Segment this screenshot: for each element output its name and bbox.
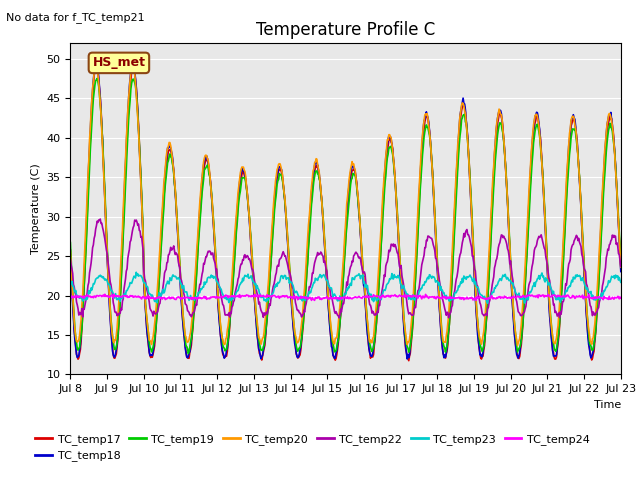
TC_temp22 (219, 302, 227, 308)
TC_temp18 (617, 269, 625, 275)
TC_temp17 (190, 313, 198, 319)
Line: TC_temp18: TC_temp18 (70, 62, 621, 359)
Line: TC_temp22: TC_temp22 (70, 219, 621, 318)
TC_temp19 (617, 258, 625, 264)
TC_temp24 (190, 295, 198, 301)
TC_temp20 (129, 62, 137, 68)
Title: Temperature Profile C: Temperature Profile C (256, 21, 435, 39)
TC_temp19 (430, 196, 438, 202)
TC_temp18 (414, 217, 422, 223)
Text: No data for f_TC_temp21: No data for f_TC_temp21 (6, 12, 145, 23)
TC_temp19 (77, 337, 84, 343)
TC_temp19 (134, 113, 141, 119)
TC_temp19 (414, 231, 422, 237)
TC_temp22 (134, 222, 141, 228)
TC_temp24 (101, 291, 109, 297)
TC_temp22 (97, 216, 104, 222)
TC_temp17 (414, 225, 422, 231)
TC_temp17 (617, 266, 625, 272)
TC_temp23 (219, 291, 227, 297)
TC_temp18 (67, 252, 74, 258)
TC_temp22 (190, 309, 198, 315)
TC_temp17 (430, 198, 438, 204)
TC_temp24 (617, 295, 625, 301)
TC_temp22 (77, 312, 84, 317)
TC_temp20 (429, 183, 437, 189)
TC_temp24 (77, 294, 84, 300)
TC_temp18 (219, 349, 227, 355)
TC_temp18 (430, 201, 438, 206)
TC_temp17 (129, 62, 137, 68)
TC_temp23 (429, 275, 437, 280)
TC_temp20 (77, 324, 84, 330)
TC_temp18 (77, 342, 84, 348)
TC_temp23 (190, 297, 198, 302)
TC_temp17 (134, 109, 141, 115)
TC_temp19 (184, 350, 192, 356)
TC_temp19 (67, 240, 74, 245)
TC_temp23 (413, 293, 421, 299)
TC_temp18 (190, 309, 198, 315)
TC_temp22 (617, 264, 625, 269)
TC_temp20 (617, 264, 625, 270)
TC_temp24 (219, 295, 227, 300)
TC_temp18 (92, 59, 99, 65)
Y-axis label: Temperature (C): Temperature (C) (31, 163, 41, 254)
TC_temp17 (219, 351, 227, 357)
TC_temp22 (430, 244, 438, 250)
Line: TC_temp20: TC_temp20 (70, 65, 621, 346)
TC_temp20 (190, 294, 198, 300)
TC_temp17 (405, 358, 413, 363)
X-axis label: Time: Time (593, 400, 621, 409)
TC_temp19 (191, 304, 198, 310)
TC_temp17 (67, 247, 74, 253)
TC_temp20 (413, 222, 421, 228)
Legend: TC_temp17, TC_temp18, TC_temp19, TC_temp20, TC_temp22, TC_temp23, TC_temp24: TC_temp17, TC_temp18, TC_temp19, TC_temp… (31, 430, 595, 466)
Line: TC_temp17: TC_temp17 (70, 65, 621, 360)
TC_temp23 (132, 269, 140, 275)
TC_temp23 (617, 279, 625, 285)
TC_temp22 (414, 288, 422, 293)
TC_temp19 (93, 75, 101, 81)
TC_temp19 (220, 345, 227, 350)
Text: HS_met: HS_met (92, 56, 145, 70)
TC_temp18 (134, 108, 141, 114)
TC_temp17 (77, 347, 84, 352)
TC_temp20 (134, 114, 141, 120)
TC_temp24 (413, 293, 421, 299)
TC_temp20 (67, 250, 74, 255)
TC_temp23 (67, 280, 74, 286)
TC_temp22 (67, 256, 74, 262)
TC_temp20 (514, 343, 522, 348)
TC_temp22 (335, 315, 343, 321)
TC_temp18 (403, 356, 411, 362)
TC_temp23 (484, 300, 492, 306)
TC_temp24 (472, 298, 480, 303)
TC_temp24 (429, 294, 437, 300)
TC_temp23 (77, 295, 84, 301)
TC_temp24 (134, 293, 141, 299)
TC_temp23 (134, 271, 141, 276)
Line: TC_temp24: TC_temp24 (70, 294, 621, 300)
Line: TC_temp19: TC_temp19 (70, 78, 621, 353)
TC_temp24 (67, 294, 74, 300)
Line: TC_temp23: TC_temp23 (70, 272, 621, 303)
TC_temp20 (219, 336, 227, 342)
